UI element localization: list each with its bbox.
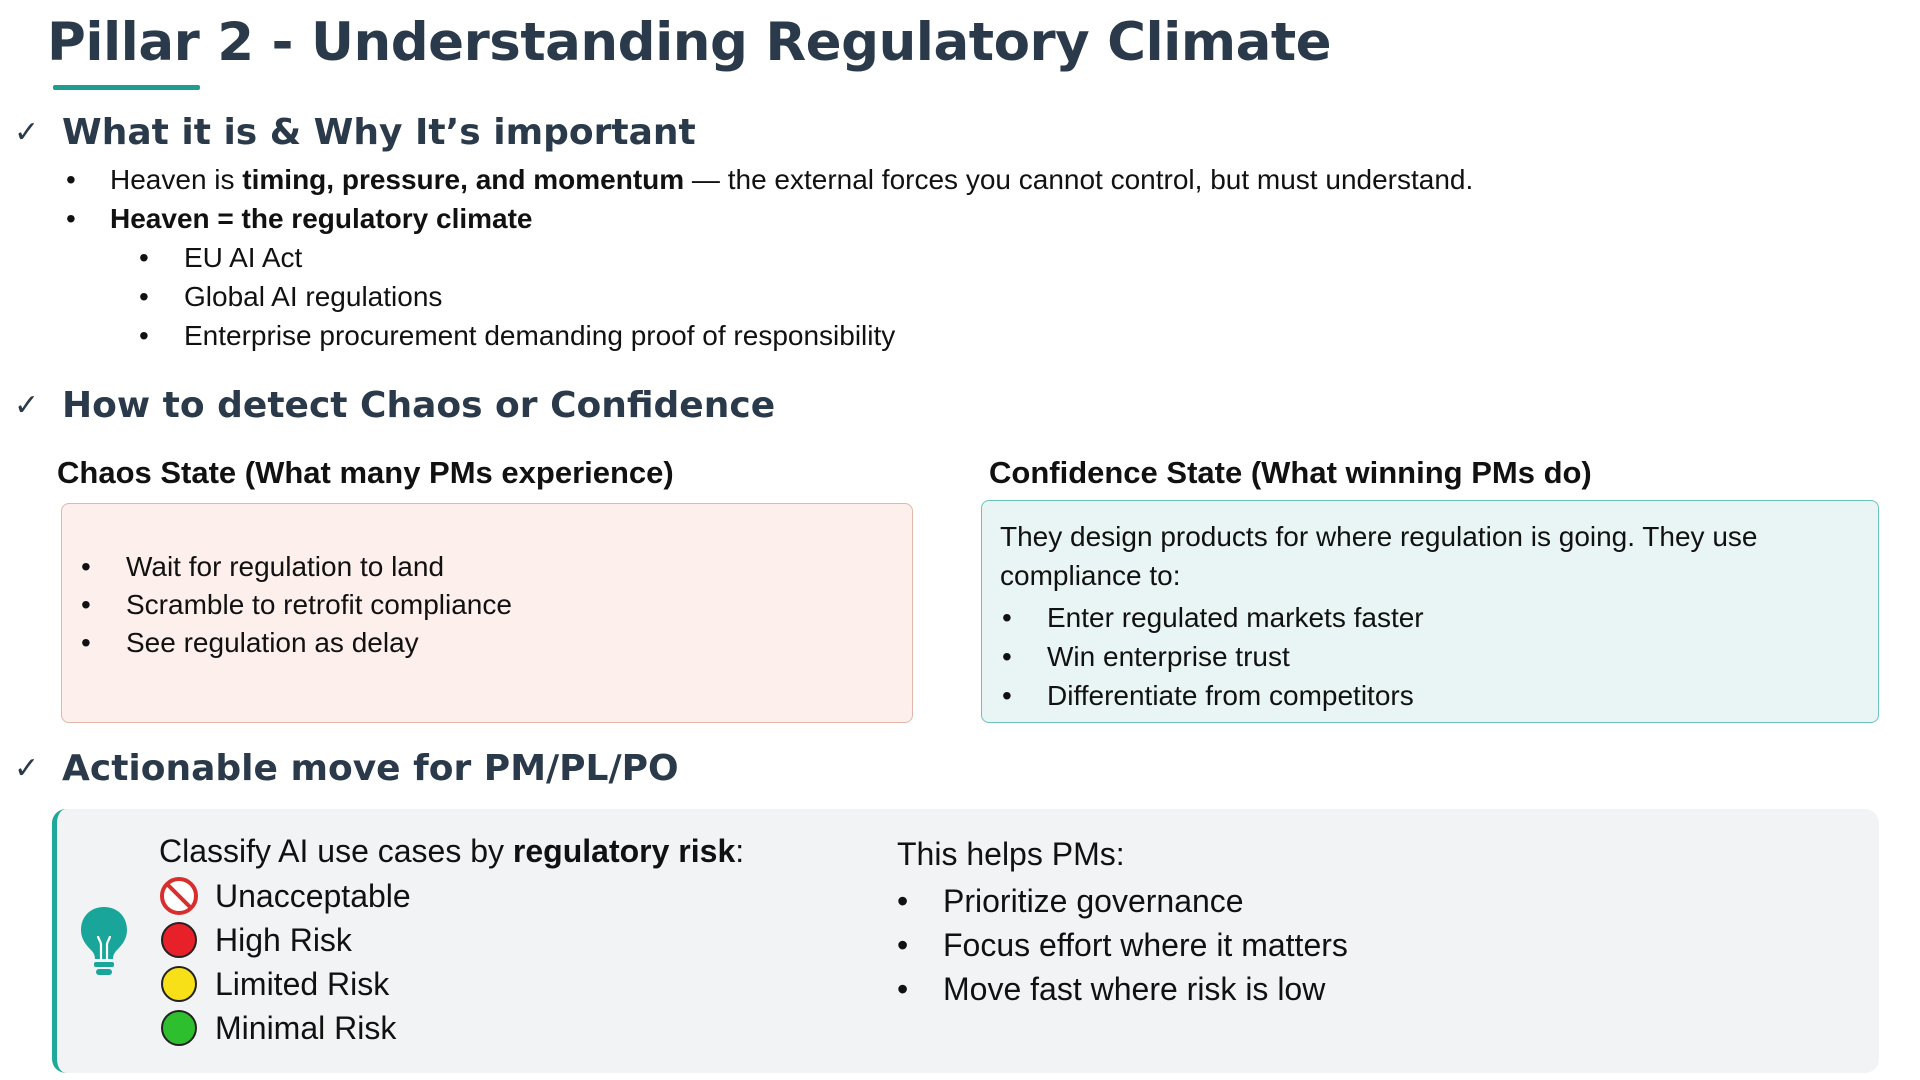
confidence-state-title: Confidence State (What winning PMs do)	[989, 455, 1592, 490]
text-segment: Classify AI use cases by	[159, 833, 513, 869]
classify-text: Classify AI use cases by regulatory risk…	[159, 833, 744, 870]
page-title: Pillar 2 - Understanding Regulatory Clim…	[47, 12, 1332, 73]
checkmark-icon: ✓	[14, 751, 40, 786]
section-heading-detect: ✓ How to detect Chaos or Confidence	[14, 385, 775, 426]
confidence-list: Enter regulated markets faster Win enter…	[1002, 598, 1424, 715]
list-item: Global AI regulations	[139, 277, 895, 316]
checkmark-icon: ✓	[14, 115, 40, 150]
list-item: See regulation as delay	[81, 624, 512, 662]
risk-item-high: High Risk	[161, 918, 411, 962]
text-segment: Heaven is	[110, 164, 243, 195]
chaos-state-title: Chaos State (What many PMs experience)	[57, 455, 674, 490]
green-circle-icon	[161, 1010, 197, 1046]
risk-item-unacceptable: Unacceptable	[160, 874, 411, 918]
chaos-state-box: Wait for regulation to land Scramble to …	[61, 503, 913, 723]
lightbulb-icon	[81, 907, 127, 975]
risk-label: Limited Risk	[215, 965, 390, 1002]
list-item: Wait for regulation to land	[81, 548, 512, 586]
list-item: Heaven is timing, pressure, and momentum…	[66, 160, 1473, 199]
section-heading-action-text: Actionable move for PM/PL/PO	[62, 748, 679, 789]
list-item: Enterprise procurement demanding proof o…	[139, 316, 895, 355]
section-heading-what-text: What it is & Why It’s important	[62, 112, 696, 153]
confidence-intro: They design products for where regulatio…	[1000, 521, 1758, 591]
section-heading-what: ✓ What it is & Why It’s important	[14, 112, 696, 153]
text-segment: — the external forces you cannot control…	[684, 164, 1474, 195]
list-item: Focus effort where it matters	[897, 923, 1348, 967]
list-item: Scramble to retrofit compliance	[81, 586, 512, 624]
list-item: Win enterprise trust	[1002, 637, 1424, 676]
list-item: Differentiate from competitors	[1002, 676, 1424, 715]
prohibited-icon	[160, 877, 198, 915]
risk-label: Unacceptable	[215, 877, 411, 914]
risk-level-list: Unacceptable High Risk Limited Risk Mini…	[160, 874, 411, 1050]
checkmark-icon: ✓	[14, 388, 40, 423]
list-item: Move fast where risk is low	[897, 967, 1348, 1011]
list-item: EU AI Act	[139, 238, 895, 277]
helps-list: Prioritize governance Focus effort where…	[897, 879, 1348, 1011]
helps-title: This helps PMs:	[897, 836, 1125, 872]
bold-segment: timing, pressure, and momentum	[242, 164, 685, 195]
risk-item-minimal: Minimal Risk	[161, 1006, 411, 1050]
risk-item-limited: Limited Risk	[161, 962, 411, 1006]
what-bullet-list: Heaven is timing, pressure, and momentum…	[66, 160, 1473, 238]
list-item: Prioritize governance	[897, 879, 1348, 923]
chaos-list: Wait for regulation to land Scramble to …	[81, 548, 512, 662]
section-heading-detect-text: How to detect Chaos or Confidence	[62, 385, 776, 426]
red-circle-icon	[161, 922, 197, 958]
text-segment: :	[735, 833, 745, 869]
list-item: Heaven = the regulatory climate	[66, 199, 1473, 238]
bold-segment: Heaven = the regulatory climate	[110, 203, 533, 234]
section-heading-action: ✓ Actionable move for PM/PL/PO	[14, 748, 679, 789]
risk-label: High Risk	[215, 921, 352, 958]
risk-label: Minimal Risk	[215, 1009, 397, 1046]
regulation-sub-list: EU AI Act Global AI regulations Enterpri…	[139, 238, 895, 355]
yellow-circle-icon	[161, 966, 197, 1002]
confidence-state-box: They design products for where regulatio…	[981, 500, 1879, 723]
action-box: Classify AI use cases by regulatory risk…	[52, 809, 1879, 1073]
bold-segment: regulatory risk	[512, 833, 736, 869]
list-item: Enter regulated markets faster	[1002, 598, 1424, 637]
title-underline	[53, 85, 200, 90]
